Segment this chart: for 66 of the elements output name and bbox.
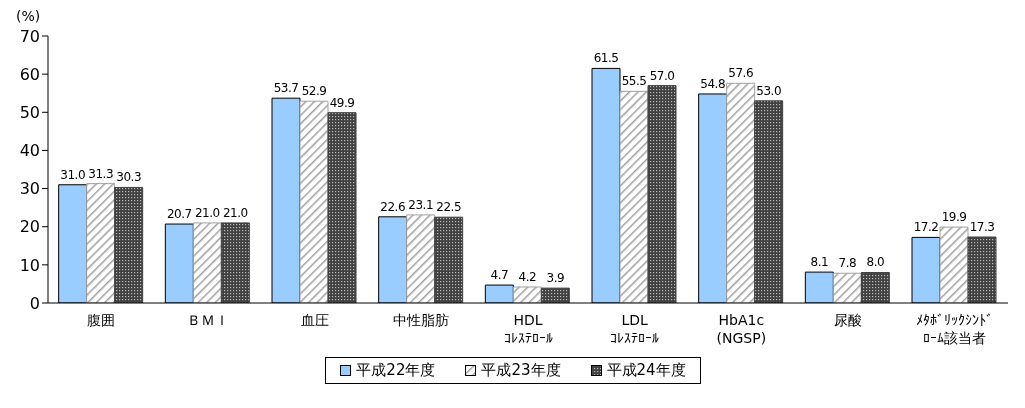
bar	[754, 100, 784, 303]
x-tick-label: ＢＭＩ	[187, 312, 229, 328]
bar	[619, 90, 649, 303]
legend-label: 平成24年度	[605, 361, 686, 380]
y-tick-label: 60	[19, 64, 40, 84]
data-label: 7.8	[838, 256, 857, 271]
data-label: 8.0	[866, 255, 885, 270]
legend-label: 平成22年度	[355, 361, 436, 380]
data-label: 30.3	[116, 170, 142, 185]
y-tick-label: 20	[19, 217, 40, 237]
bar	[86, 183, 116, 303]
bar	[220, 222, 250, 303]
y-tick-label: 30	[19, 179, 40, 199]
legend-label: 平成23年度	[480, 361, 561, 380]
bar	[860, 271, 890, 303]
data-label: 4.2	[518, 269, 537, 284]
data-label: 57.0	[649, 68, 675, 83]
data-label: 55.5	[621, 74, 647, 89]
data-label: 20.7	[166, 207, 192, 222]
data-label: 53.0	[756, 83, 782, 98]
bar	[939, 226, 969, 303]
bar	[967, 236, 997, 303]
data-label: 49.9	[329, 95, 355, 110]
data-label: 8.1	[810, 255, 829, 270]
y-tick-label: 70	[19, 26, 40, 46]
bar	[192, 222, 222, 303]
bar	[832, 272, 862, 303]
data-label: 17.2	[913, 220, 939, 235]
bar	[512, 286, 542, 303]
y-tick-label: 10	[19, 255, 40, 275]
bar	[540, 287, 570, 303]
x-tick-label: 中性脂肪	[393, 312, 450, 328]
bar	[726, 82, 756, 303]
data-label: 21.0	[194, 205, 220, 220]
bar	[299, 100, 329, 303]
data-label: 54.8	[700, 76, 726, 91]
x-tick-label: LDL ｺﾚｽﾃﾛｰﾙ	[610, 312, 660, 346]
y-tick-label: 40	[19, 141, 40, 161]
x-tick-label: 尿酸	[834, 312, 862, 328]
data-label: 57.6	[728, 66, 754, 81]
data-label: 4.7	[490, 268, 509, 283]
bar	[434, 216, 464, 303]
data-label: 31.0	[60, 167, 86, 182]
bar	[647, 85, 677, 303]
data-label: 53.7	[273, 81, 299, 96]
bar	[406, 214, 436, 303]
y-axis-title: (%)	[16, 8, 41, 24]
data-label: 22.6	[380, 199, 406, 214]
data-label: 21.0	[222, 205, 248, 220]
y-tick-label: 0	[29, 293, 40, 313]
data-label: 61.5	[593, 51, 619, 66]
data-label: 23.1	[408, 197, 434, 212]
data-label: 3.9	[546, 271, 565, 286]
x-tick-label: 血圧	[300, 312, 329, 328]
data-label: 31.3	[88, 166, 114, 181]
data-label: 52.9	[301, 84, 327, 99]
y-tick-label: 50	[19, 102, 40, 122]
data-label: 22.5	[436, 200, 462, 215]
x-tick-label: HDL ｺﾚｽﾃﾛｰﾙ	[503, 312, 553, 346]
data-label: 19.9	[941, 210, 967, 225]
data-label: 17.3	[969, 220, 995, 235]
x-tick-label: HbA1c (NGSP)	[716, 312, 767, 346]
x-tick-label: ﾒﾀﾎﾞﾘｯｸｼﾝﾄﾞﾛｰﾑ該当者	[916, 312, 994, 346]
bar	[327, 112, 357, 303]
x-tick-label: 腹囲	[87, 312, 116, 328]
bar	[114, 186, 144, 303]
